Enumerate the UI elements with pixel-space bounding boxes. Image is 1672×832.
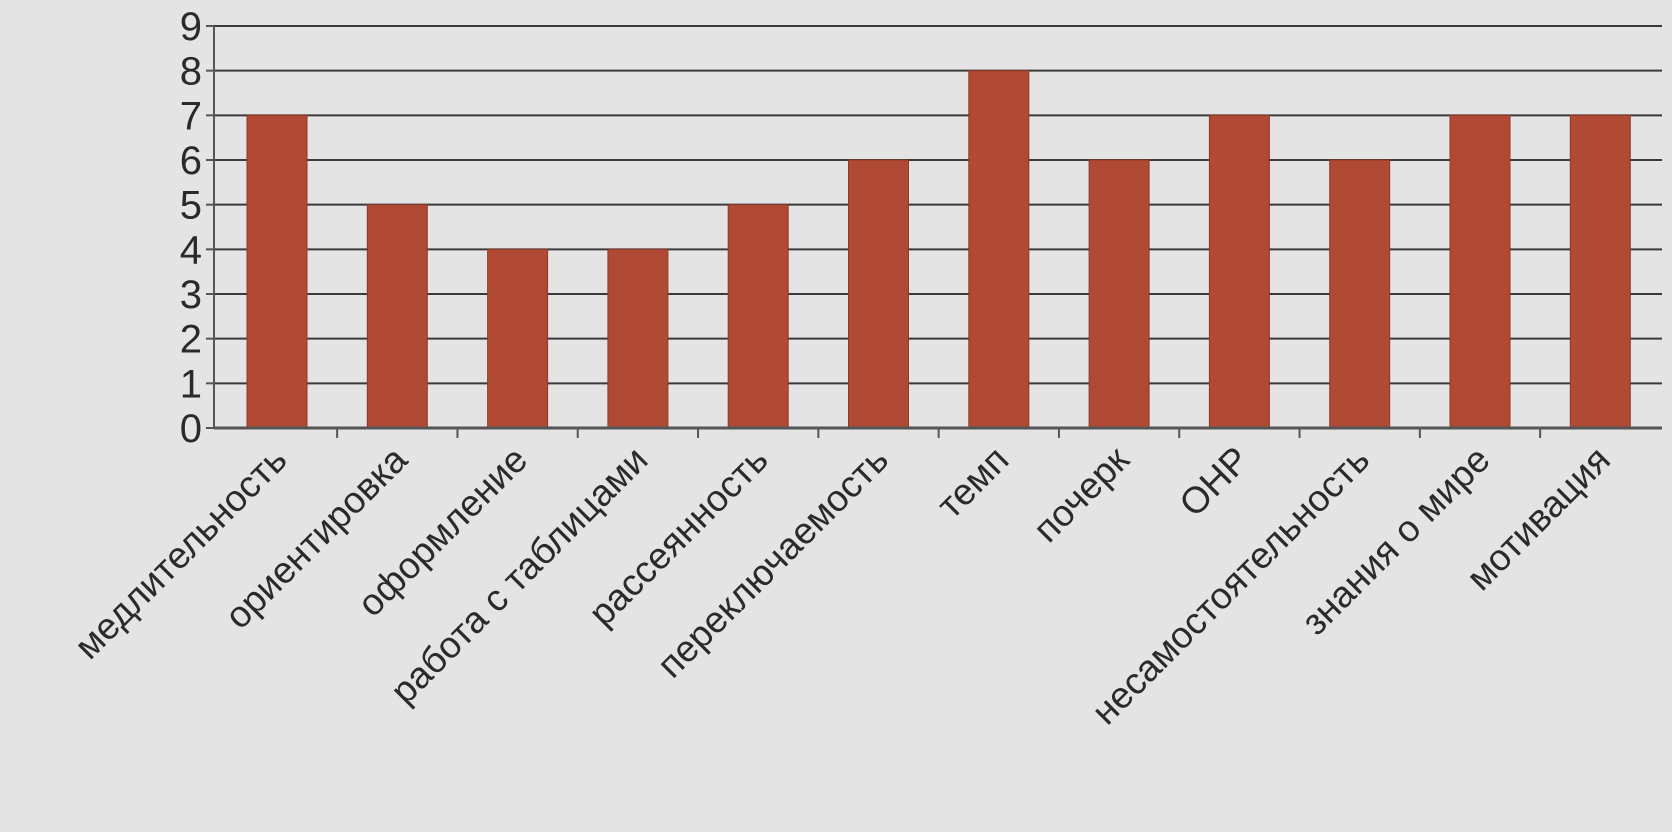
x-tick-label: переключаемость (649, 439, 896, 686)
x-tick-label: ОНР (1171, 439, 1257, 525)
x-tick-label: почерк (1025, 438, 1137, 550)
bar (968, 70, 1030, 429)
y-tick-label: 9 (180, 5, 202, 49)
x-tick-labels: медлительностьориентировкаоформлениерабо… (67, 438, 1618, 732)
y-tick-label: 4 (180, 228, 202, 272)
y-tick-label: 3 (180, 273, 202, 317)
bar (1329, 159, 1391, 429)
bar (1449, 114, 1511, 429)
y-tick-label: 1 (180, 362, 202, 406)
bar (848, 159, 909, 429)
x-tick-label: медлительность (67, 439, 295, 667)
bar (1208, 114, 1270, 429)
bar (1088, 159, 1150, 429)
x-axis (206, 25, 1662, 438)
bar (487, 248, 549, 429)
y-tick-label: 7 (180, 94, 202, 138)
y-tick-label: 8 (180, 50, 202, 94)
y-tick-label: 5 (180, 184, 202, 228)
bar (607, 248, 669, 429)
y-tick-label: 2 (180, 318, 202, 362)
bar (1569, 114, 1631, 429)
gridlines (214, 25, 1662, 385)
y-tick-label: 0 (180, 407, 202, 451)
bar (727, 204, 789, 429)
x-tick-label: темп (929, 439, 1016, 526)
y-tick-label: 6 (180, 139, 202, 183)
bar (246, 114, 308, 429)
bars (246, 70, 1631, 429)
bar (366, 204, 428, 429)
